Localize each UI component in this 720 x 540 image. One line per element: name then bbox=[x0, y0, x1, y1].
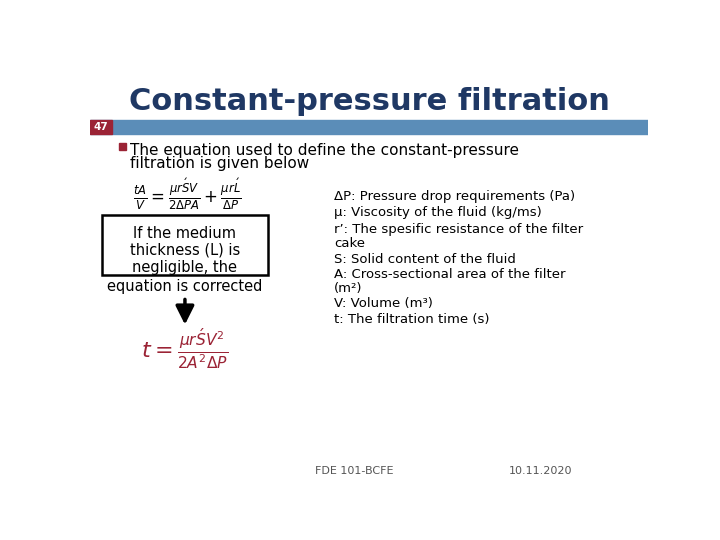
Bar bbox=[90, 120, 648, 134]
Text: thickness (L) is: thickness (L) is bbox=[130, 242, 240, 258]
Text: Constant-pressure filtration: Constant-pressure filtration bbox=[129, 87, 610, 116]
Text: $\frac{tA}{V} = \frac{\mu r\'SV}{2\Delta PA} + \frac{\mu r\'L}{\Delta P}$: $\frac{tA}{V} = \frac{\mu r\'SV}{2\Delta… bbox=[132, 177, 241, 212]
Text: 10.11.2020: 10.11.2020 bbox=[508, 467, 572, 476]
Text: cake: cake bbox=[334, 237, 365, 250]
Text: ΔP: Pressure drop requirements (Pa): ΔP: Pressure drop requirements (Pa) bbox=[334, 190, 575, 202]
Text: μ: Viscosity of the fluid (kg/ms): μ: Viscosity of the fluid (kg/ms) bbox=[334, 206, 542, 219]
Text: FDE 101-BCFE: FDE 101-BCFE bbox=[315, 467, 393, 476]
Text: A: Cross-sectional area of the filter: A: Cross-sectional area of the filter bbox=[334, 268, 566, 281]
Text: The equation used to define the constant-pressure: The equation used to define the constant… bbox=[130, 143, 519, 158]
Text: (m²): (m²) bbox=[334, 282, 363, 295]
Text: negligible, the: negligible, the bbox=[132, 260, 238, 275]
Text: S: Solid content of the fluid: S: Solid content of the fluid bbox=[334, 253, 516, 266]
Bar bbox=[90, 120, 112, 134]
Bar bbox=[120, 143, 127, 150]
Text: $t = \frac{\mu r\'SV^2}{2A^2\Delta P}$: $t = \frac{\mu r\'SV^2}{2A^2\Delta P}$ bbox=[141, 326, 228, 372]
Text: If the medium: If the medium bbox=[133, 226, 236, 241]
Text: r’: The spesific resistance of the filter: r’: The spesific resistance of the filte… bbox=[334, 224, 583, 237]
Text: t: The filtration time (s): t: The filtration time (s) bbox=[334, 313, 490, 326]
Text: filtration is given below: filtration is given below bbox=[130, 156, 310, 171]
Text: 47: 47 bbox=[94, 122, 108, 132]
Text: V: Volume (m³): V: Volume (m³) bbox=[334, 298, 433, 310]
FancyBboxPatch shape bbox=[102, 215, 269, 275]
Text: equation is corrected: equation is corrected bbox=[107, 279, 263, 294]
